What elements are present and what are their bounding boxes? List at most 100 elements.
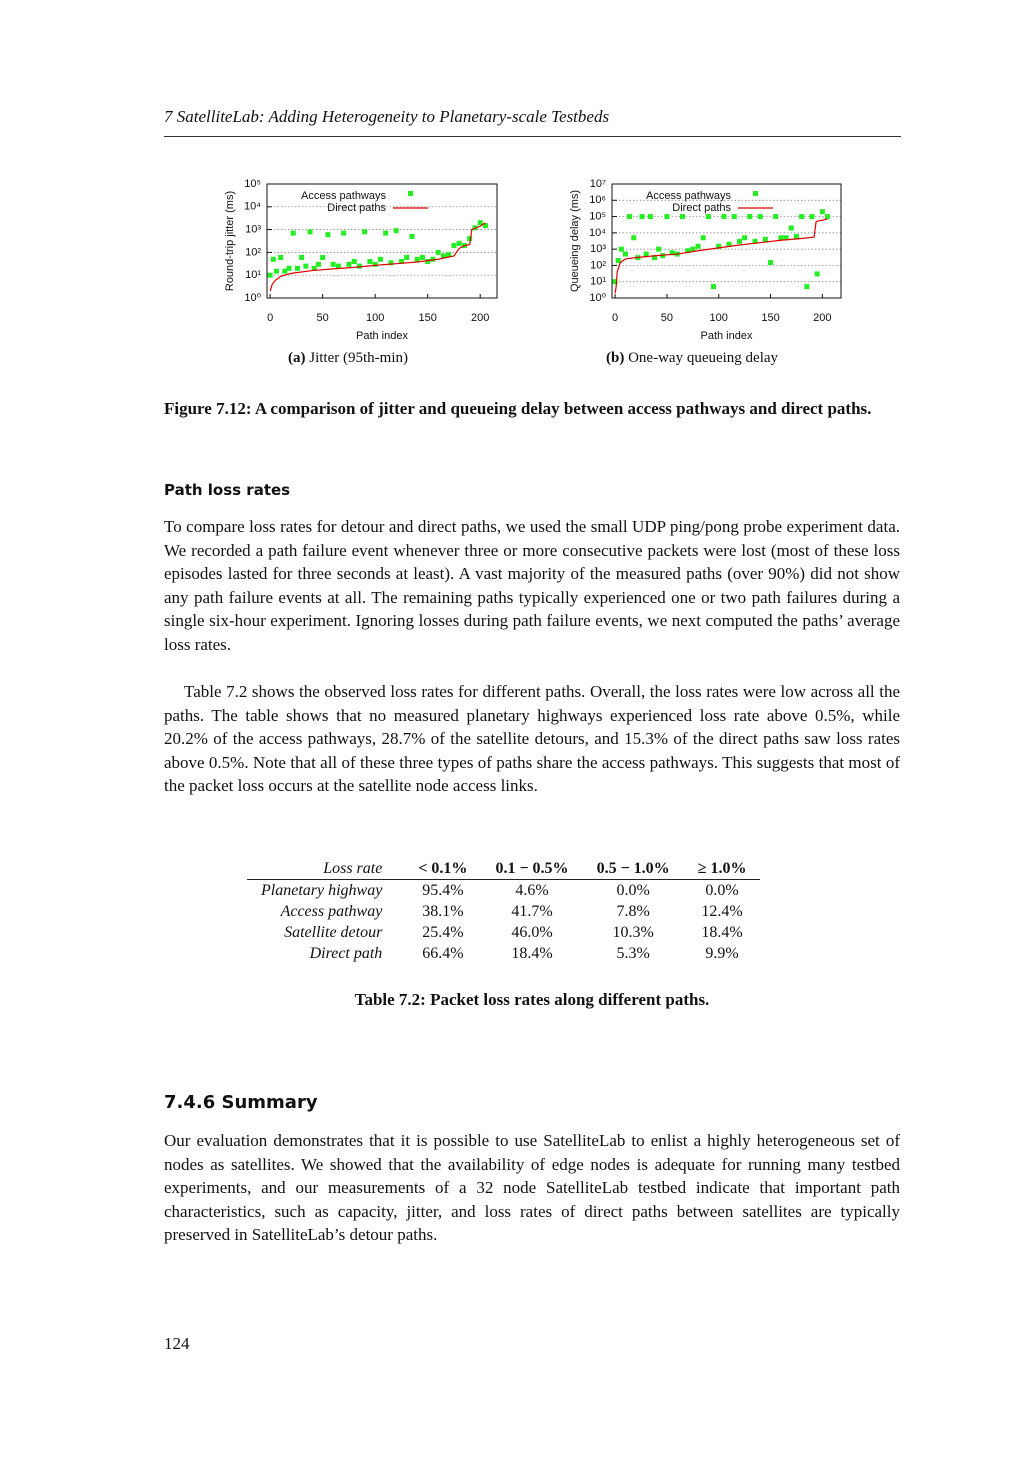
point [286,265,292,271]
series-line [269,222,486,292]
point [679,214,685,220]
point [643,251,649,257]
point [270,256,276,262]
y-axis-label: Round-trip jitter (ms) [224,191,236,291]
point [788,225,794,231]
x-tick-label: 150 [761,312,779,324]
point [793,233,799,239]
table-row: Direct path 66.4% 18.4% 5.3% 9.9% [247,943,760,964]
table-row: Planetary highway 95.4% 4.6% 0.0% 0.0% [247,880,760,902]
y-tick-label: 10⁵ [589,210,606,222]
point [315,261,321,267]
point [778,235,784,241]
point [482,223,488,229]
point [341,230,347,236]
table-cell: 5.3% [616,945,650,962]
point [618,246,624,252]
point [311,265,317,271]
point [622,251,628,257]
point [804,284,810,290]
table-cell: 46.0% [511,924,553,941]
subcaption-label: (a) [288,350,306,366]
x-tick-label: 150 [419,312,437,324]
point [456,240,462,246]
point [372,261,378,267]
x-axis-label: Path index [356,330,408,342]
point [367,258,373,264]
legend-label: Access pathways [301,190,386,202]
plot-frame [611,183,842,299]
y-tick-label: 10⁰ [244,292,261,304]
point [451,243,457,249]
subcaption-text: Jitter (95th-min) [309,350,408,366]
x-tick-label: 0 [612,312,618,324]
table-cell: 4.6% [515,882,549,899]
point [825,214,831,220]
point [627,214,633,220]
point [362,229,368,235]
point [747,214,753,220]
point [320,254,326,260]
point [294,265,300,271]
point [773,214,779,220]
x-tick-label: 100 [366,312,384,324]
point [419,254,425,260]
table-header: < 0.1% [404,858,482,880]
point [721,214,727,220]
point [307,229,313,235]
point [467,236,473,242]
y-tick-label: 10² [245,246,261,258]
legend-label: Direct paths [327,202,386,214]
series-line [614,218,828,294]
table-header: Loss rate [247,858,405,880]
paragraph: To compare loss rates for detour and dir… [164,517,900,654]
y-tick-label: 10⁷ [590,178,606,190]
y-tick-label: 10¹ [245,269,261,281]
point [752,238,758,244]
paragraph: Our evaluation demonstrates that it is p… [164,1131,900,1244]
point [656,246,662,252]
point [404,254,410,260]
point [716,243,722,249]
table-cell: Access pathway [280,903,383,920]
y-tick-label: 10³ [245,224,261,236]
point [414,256,420,262]
point [757,214,763,220]
x-tick-label: 100 [710,312,728,324]
point [409,233,415,239]
x-tick-label: 50 [661,312,673,324]
point [695,243,701,249]
point [736,238,742,244]
point [273,268,279,274]
point [430,256,436,262]
table-cell: 25.4% [422,924,464,941]
point [393,228,399,234]
y-tick-label: 10³ [590,243,606,255]
running-title: 7 SatelliteLab: Adding Heterogeneity to … [164,107,610,126]
section-heading: Path loss rates [164,481,291,499]
plot-frame [266,183,498,299]
table-cell: Direct path [309,945,383,962]
table-cell: 41.7% [511,903,553,920]
point [299,254,305,260]
paragraph: Table 7.2 shows the observed loss rates … [164,682,900,795]
point [290,230,296,236]
legend-swatch [408,191,413,196]
legend-label: Direct paths [672,202,731,214]
point [325,232,331,238]
point [330,261,336,267]
subcaption: (a) Jitter (95th-min) [288,350,408,367]
point [377,256,383,262]
legend-label: Access pathways [646,190,731,202]
point [425,258,431,264]
table-cell: 0.0% [705,882,739,899]
subcaption: (b) One-way queueing delay [606,350,778,367]
point [383,230,389,236]
x-tick-label: 0 [267,312,273,324]
table-row: Access pathway 38.1% 41.7% 7.8% 12.4% [247,901,760,922]
point [639,214,645,220]
point [705,214,711,220]
point [809,214,815,220]
point [356,263,362,269]
point [647,214,653,220]
